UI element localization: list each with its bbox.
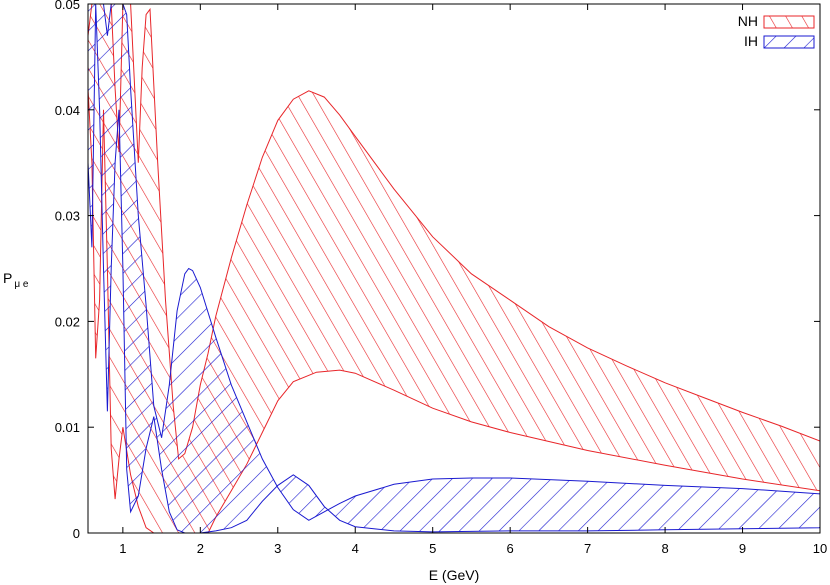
y-tick-label: 0.05: [55, 0, 80, 12]
x-axis-title: E (GeV): [429, 567, 480, 583]
axis-ticks: 1 2 3 4 5 6 7 8 9 10 0 0.01 0.02 0.03 0.04 0.05: [55, 0, 828, 556]
y-tick-label: 0.03: [55, 209, 80, 224]
x-tick-label: 4: [352, 541, 359, 556]
legend-swatch-nh: [763, 15, 815, 29]
x-tick-label: 5: [429, 541, 436, 556]
y-tick-label: 0.04: [55, 103, 80, 118]
y-axis-title-sub: μ e: [14, 279, 29, 290]
legend: NH IH: [738, 13, 815, 49]
legend-swatch-ih: [763, 35, 815, 49]
x-tick-label: 6: [507, 541, 514, 556]
band-ih: [88, 4, 820, 533]
legend-label-ih: IH: [744, 33, 758, 49]
x-tick-label: 3: [274, 541, 281, 556]
x-tick-label: 7: [584, 541, 591, 556]
plot-frame: [87, 3, 821, 534]
y-tick-label: 0.01: [55, 420, 80, 435]
x-tick-label: 10: [813, 541, 827, 556]
x-tick-label: 2: [197, 541, 204, 556]
y-tick-label: 0.02: [55, 314, 80, 329]
y-axis-title-main: P: [3, 270, 12, 286]
y-tick-label: 0: [73, 526, 80, 541]
x-tick-label: 1: [119, 541, 126, 556]
x-tick-label: 8: [661, 541, 668, 556]
legend-label-nh: NH: [738, 13, 758, 29]
x-tick-label: 9: [739, 541, 746, 556]
bands: [88, 4, 820, 533]
